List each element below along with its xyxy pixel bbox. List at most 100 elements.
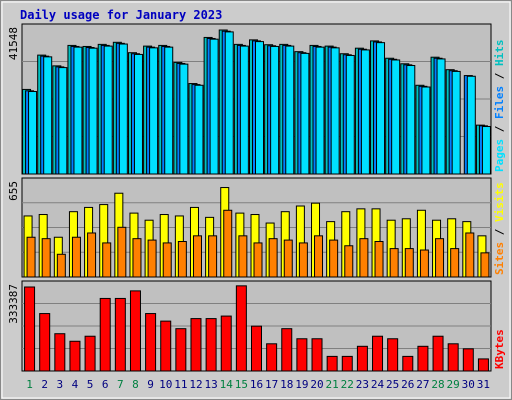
day-label-8: 8 [132, 378, 139, 391]
bar-sites-day-1 [26, 236, 36, 278]
bar-sites-day-30 [465, 232, 475, 278]
bar-sites-day-24 [374, 241, 384, 278]
bar-kbytes-day-11 [175, 328, 187, 372]
day-label-14: 14 [220, 378, 234, 391]
bar-sites-day-8 [132, 238, 142, 278]
day-label-2: 2 [41, 378, 48, 391]
bar-sites-day-19 [298, 242, 308, 278]
legend-visits: Visits [493, 182, 506, 222]
bar-kbytes-day-18 [281, 328, 293, 372]
bar-kbytes-day-5 [84, 335, 96, 372]
bar-pages-day-19 [300, 52, 310, 175]
bar-sites-day-20 [314, 235, 324, 278]
panel-top-ymax-label: 41548 [7, 27, 20, 60]
bar-sites-day-31 [480, 252, 490, 278]
day-label-1: 1 [26, 378, 33, 391]
bar-sites-day-25 [389, 248, 399, 278]
bar-sites-day-11 [177, 241, 187, 278]
day-label-26: 26 [401, 378, 414, 391]
day-label-17: 17 [265, 378, 278, 391]
bar-pages-day-27 [421, 86, 431, 175]
bar-sites-day-12 [192, 235, 202, 278]
bar-kbytes-day-12 [190, 318, 202, 372]
day-label-18: 18 [280, 378, 293, 391]
legend-separator: / [493, 222, 506, 242]
bar-kbytes-day-14 [220, 315, 232, 372]
bar-sites-day-6 [102, 242, 112, 278]
bar-kbytes-day-15 [235, 285, 247, 372]
panel-top: 41548 Pages / Files / Hits [7, 23, 506, 175]
bar-kbytes-day-13 [205, 318, 217, 372]
day-label-27: 27 [416, 378, 429, 391]
bar-kbytes-day-8 [129, 290, 141, 372]
bar-sites-day-29 [450, 248, 460, 278]
bar-pages-day-26 [406, 65, 416, 175]
legend-sites: Sites [493, 242, 506, 275]
bar-pages-day-22 [345, 54, 355, 175]
bar-sites-day-10 [162, 242, 172, 278]
bar-pages-day-10 [164, 46, 174, 175]
day-label-20: 20 [310, 378, 323, 391]
bar-sites-day-16 [253, 242, 263, 278]
bar-pages-day-4 [73, 46, 83, 175]
bar-kbytes-day-28 [432, 335, 444, 372]
day-label-9: 9 [147, 378, 154, 391]
bar-pages-day-16 [255, 41, 264, 175]
bar-sites-day-26 [404, 248, 414, 278]
bar-pages-day-2 [43, 56, 53, 175]
bar-pages-day-8 [133, 53, 143, 175]
bar-sites-day-9 [147, 239, 157, 278]
bar-kbytes-day-30 [462, 348, 474, 372]
bar-sites-day-28 [435, 238, 445, 278]
panel-bottom-ymax-label: 333387 [7, 284, 20, 324]
day-label-29: 29 [447, 378, 460, 391]
bar-kbytes-day-25 [387, 338, 399, 372]
bar-sites-day-15 [238, 235, 248, 278]
bar-sites-day-23 [359, 238, 369, 278]
panel-middle-ymax-label: 655 [7, 181, 20, 201]
bar-kbytes-day-27 [417, 345, 429, 372]
chart-panels: 41548 Pages / Files / Hits 655 Sites / Visi… [7, 23, 506, 372]
bar-pages-day-28 [436, 58, 446, 175]
bar-pages-day-3 [58, 67, 68, 175]
legend-hits: Hits [493, 40, 506, 67]
panel-bottom: 333387 KBytes [7, 280, 506, 372]
bar-sites-day-22 [344, 245, 354, 278]
bar-pages-day-1 [28, 91, 38, 175]
day-label-25: 25 [386, 378, 399, 391]
bar-pages-day-5 [88, 47, 98, 175]
bar-sites-day-2 [41, 238, 51, 278]
bar-kbytes-day-26 [402, 355, 414, 372]
bar-pages-day-30 [466, 75, 476, 175]
day-label-23: 23 [356, 378, 369, 391]
bar-pages-day-12 [194, 84, 204, 175]
bar-pages-day-25 [391, 59, 401, 175]
bar-pages-day-18 [285, 45, 295, 175]
day-label-6: 6 [102, 378, 109, 391]
panel-bottom-legend: KBytes [493, 329, 506, 369]
day-label-12: 12 [189, 378, 202, 391]
bar-kbytes-day-22 [341, 355, 353, 372]
day-label-24: 24 [371, 378, 385, 391]
day-label-5: 5 [87, 378, 94, 391]
bar-kbytes-day-20 [311, 338, 323, 372]
bar-sites-day-27 [419, 249, 429, 278]
bar-pages-day-7 [118, 43, 128, 175]
bar-kbytes-day-7 [114, 297, 126, 372]
bar-kbytes-day-9 [145, 313, 157, 372]
bar-kbytes-day-17 [266, 343, 278, 372]
day-label-31: 31 [477, 378, 490, 391]
bar-pages-day-21 [330, 47, 340, 175]
bar-kbytes-day-24 [372, 335, 384, 372]
bar-pages-day-17 [270, 45, 280, 175]
panel-top-legend: Pages / Files / Hits [493, 40, 506, 173]
bar-sites-day-4 [71, 236, 81, 278]
legend-separator: / [493, 119, 506, 139]
day-label-7: 7 [117, 378, 124, 391]
bar-kbytes-day-1 [24, 286, 36, 372]
bar-kbytes-day-21 [326, 355, 338, 372]
bar-pages-day-14 [224, 31, 234, 175]
day-label-28: 28 [431, 378, 444, 391]
